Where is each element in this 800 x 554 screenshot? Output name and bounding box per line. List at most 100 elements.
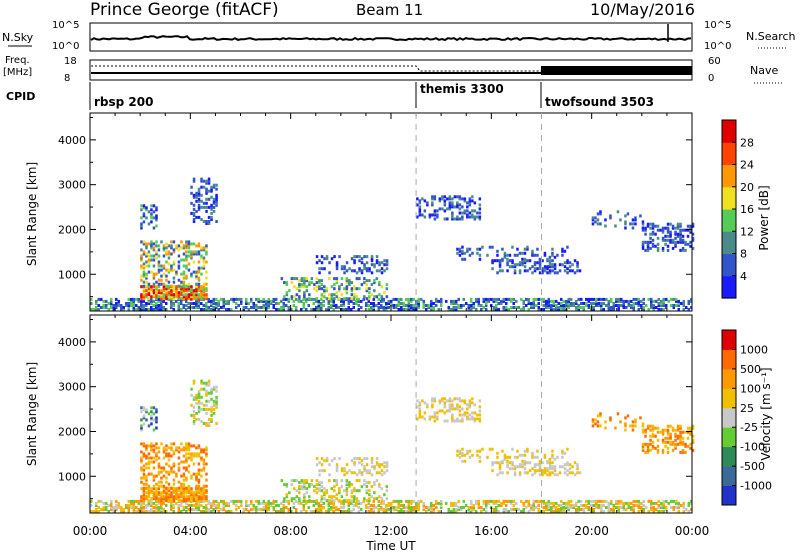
power-cell (165, 268, 168, 272)
colorbar-tick-label: 8 (740, 248, 747, 261)
velocity-cell (495, 501, 498, 505)
power-cell (662, 304, 665, 307)
power-cell (147, 299, 150, 303)
power-cell (617, 297, 620, 301)
power-cell (202, 201, 206, 205)
velocity-cell (325, 491, 329, 495)
velocity-cell (432, 504, 435, 507)
velocity-cell (385, 497, 389, 501)
velocity-cell (378, 483, 381, 487)
velocity-cell (675, 499, 678, 503)
velocity-cell (102, 506, 105, 509)
power-cell (132, 304, 135, 307)
velocity-cell (522, 504, 525, 507)
velocity-cell (142, 464, 146, 468)
power-cell (674, 240, 677, 244)
velocity-cell (262, 501, 265, 505)
velocity-cell (368, 497, 371, 501)
velocity-cell (170, 506, 173, 509)
power-cell (132, 297, 135, 301)
velocity-cell (182, 497, 186, 501)
velocity-cell (456, 407, 459, 411)
power-cell (656, 224, 660, 228)
velocity-cell (127, 499, 130, 503)
velocity-cell (282, 510, 285, 513)
velocity-cell (207, 501, 210, 505)
power-cell (107, 302, 110, 305)
power-cell (652, 306, 655, 309)
colorbar-swatch (722, 253, 736, 277)
velocity-cell (288, 491, 291, 495)
velocity-cell (674, 438, 677, 442)
power-cell (295, 277, 299, 281)
power-cell (632, 297, 635, 301)
power-cell (410, 308, 413, 311)
power-cell (382, 306, 385, 309)
velocity-cell (641, 444, 645, 448)
velocity-cell (180, 486, 183, 490)
velocity-cell (585, 504, 588, 507)
velocity-cell (533, 463, 537, 467)
power-cell (160, 264, 163, 268)
power-cell (165, 302, 168, 305)
power-cell (95, 306, 98, 309)
velocity-cell (312, 499, 315, 503)
power-cell (197, 215, 201, 219)
power-cell (142, 291, 146, 295)
power-cell (507, 297, 510, 301)
power-cell (190, 201, 193, 205)
power-cell (202, 258, 206, 262)
power-cell (370, 293, 374, 297)
power-cell (591, 216, 595, 220)
power-cell (495, 297, 498, 301)
velocity-cell (412, 508, 415, 511)
power-cell (182, 246, 186, 250)
velocity-cell (380, 487, 384, 491)
velocity-cell (187, 499, 191, 503)
velocity-cell (222, 504, 225, 507)
power-cell (338, 297, 341, 301)
velocity-cell (378, 485, 381, 489)
power-cell (315, 277, 319, 281)
power-cell (627, 302, 630, 305)
velocity-cell (649, 424, 652, 428)
power-cell (285, 281, 289, 285)
power-cell (332, 302, 335, 305)
power-cell (195, 272, 198, 276)
power-cell (600, 308, 603, 311)
velocity-cell (350, 499, 354, 503)
power-cell (485, 304, 488, 307)
velocity-cell (515, 508, 518, 511)
power-cell (385, 304, 388, 307)
power-cell (458, 211, 462, 215)
velocity-cell (142, 474, 146, 478)
velocity-cell (105, 506, 108, 509)
power-cell (446, 197, 449, 201)
power-cell (664, 234, 667, 238)
power-cell (375, 277, 379, 281)
power-cell (162, 287, 166, 291)
velocity-cell (450, 510, 453, 513)
velocity-cell (202, 497, 206, 501)
velocity-cell (328, 463, 331, 467)
power-cell (245, 306, 248, 309)
velocity-cell (631, 420, 635, 424)
power-cell (335, 304, 338, 307)
time-axis-labels: 00:00 04:00 08:00 12:00 16:00 20:00 00:00 (73, 524, 710, 538)
velocity-cell (212, 403, 216, 407)
velocity-cell (132, 504, 135, 507)
nsky-trace (90, 35, 692, 42)
velocity-cell (190, 491, 193, 495)
velocity-cell (502, 510, 505, 513)
velocity-cell (526, 471, 529, 475)
velocity-cell (157, 510, 160, 513)
velocity-cell (147, 456, 151, 460)
velocity-cell (470, 510, 473, 513)
power-cell (548, 255, 552, 259)
power-cell (440, 302, 443, 305)
velocity-cell (666, 450, 670, 454)
velocity-cell (157, 446, 161, 450)
velocity-cell (547, 504, 550, 507)
velocity-cell (599, 412, 602, 416)
power-cell (561, 249, 564, 253)
